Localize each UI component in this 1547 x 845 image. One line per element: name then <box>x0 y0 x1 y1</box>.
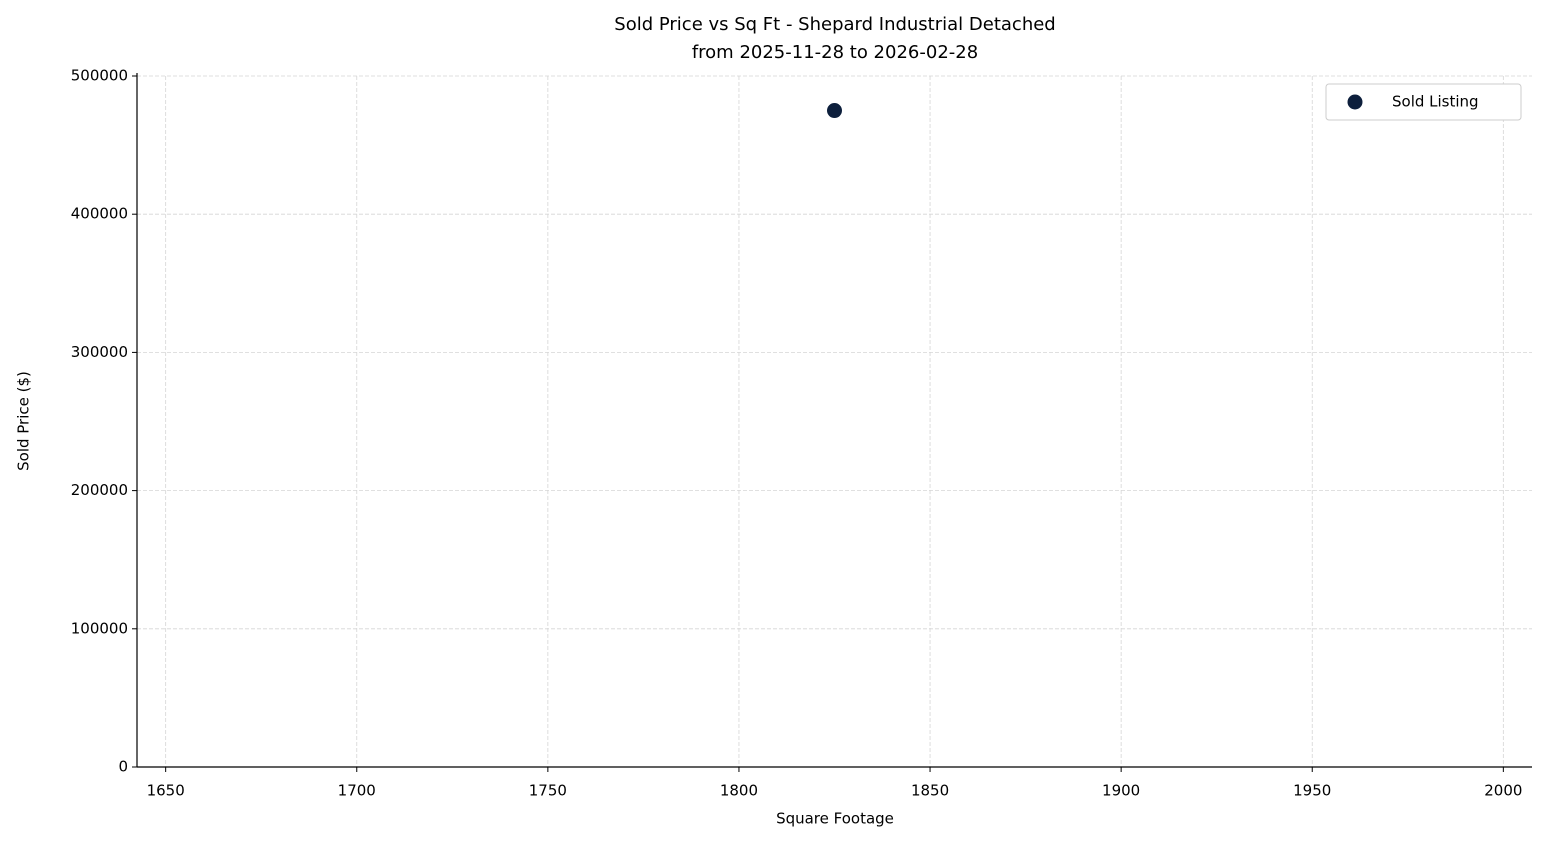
y-tick-label: 300000 <box>71 343 128 361</box>
y-tick-label: 0 <box>118 758 128 776</box>
y-tick-label: 100000 <box>71 619 128 637</box>
x-tick-label: 1650 <box>147 782 185 800</box>
legend-marker <box>1347 94 1363 110</box>
legend-box <box>1325 83 1522 121</box>
y-tick-label: 500000 <box>71 67 128 85</box>
chart-title: Sold Price vs Sq Ft - Shepard Industrial… <box>614 14 1055 35</box>
y-tick-label: 400000 <box>71 205 128 223</box>
chart-subtitle: from 2025-11-28 to 2026-02-28 <box>692 42 978 63</box>
x-tick-label: 1800 <box>720 782 758 800</box>
legend-label: Sold Listing <box>1392 93 1479 111</box>
point <box>827 103 842 119</box>
x-tick-label: 1700 <box>338 782 376 800</box>
y-axis-label: Sold Price ($) <box>15 371 33 471</box>
x-tick-label: 2000 <box>1484 782 1522 800</box>
x-tick-label: 1950 <box>1293 782 1331 800</box>
x-tick-label: 1900 <box>1102 782 1140 800</box>
x-tick-label: 1850 <box>911 782 949 800</box>
y-tick-label: 200000 <box>71 481 128 499</box>
x-tick-label: 1750 <box>529 782 567 800</box>
x-axis-label: Square Footage <box>776 810 894 828</box>
